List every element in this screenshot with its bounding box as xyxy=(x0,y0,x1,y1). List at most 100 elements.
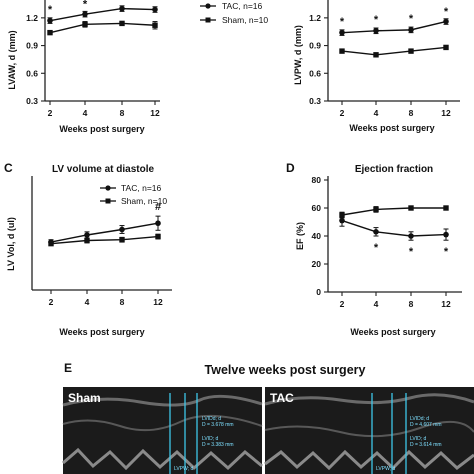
echo-meas-tac-5: LVPW; d xyxy=(376,466,395,472)
series-line-sham xyxy=(341,46,447,56)
x-tick-label: 12 xyxy=(153,297,163,307)
data-point-tac xyxy=(119,5,125,12)
y-tick-label: 0.6 xyxy=(26,68,38,78)
series-line-tac xyxy=(341,20,447,34)
data-point-tac xyxy=(47,17,53,24)
echo-meas-tac-4: D = 3.614 mm xyxy=(410,442,442,448)
panel-c-xlabel: Weeks post surgery xyxy=(59,327,144,337)
significance-marker: * xyxy=(120,0,125,5)
data-point-sham xyxy=(84,237,90,244)
x-tick-label: 8 xyxy=(120,108,125,118)
x-tick-label: 4 xyxy=(85,297,90,307)
y-tick-label: 0.9 xyxy=(309,41,321,51)
data-point-sham xyxy=(82,21,88,28)
panel-b-ylabel: LVPW, d (mm) xyxy=(293,25,303,85)
data-point-sham xyxy=(373,206,379,213)
panel-c-ylabel: LV Vol, d (ul) xyxy=(6,217,16,271)
data-point-tac xyxy=(119,226,125,233)
legend-top-label-sham: Sham, n=10 xyxy=(222,15,268,25)
data-point-sham xyxy=(119,20,125,27)
panel-b-xlabel: Weeks post surgery xyxy=(349,123,434,133)
significance-marker: * xyxy=(340,16,345,28)
echo-meas-tac-1: LVIDd; d xyxy=(410,416,429,422)
echo-label-tac: TAC xyxy=(270,391,294,405)
panel-a-ylabel: LVAW, d (mm) xyxy=(7,30,17,89)
data-point-tac xyxy=(339,217,345,224)
data-point-sham xyxy=(408,205,414,211)
data-point-sham xyxy=(443,44,449,51)
y-tick-label: 40 xyxy=(312,231,322,241)
data-point-tac xyxy=(408,27,414,33)
y-tick-label: 0.6 xyxy=(309,68,321,78)
panel-e-title: Twelve weeks post surgery xyxy=(205,363,366,377)
data-point-tac xyxy=(82,11,88,17)
x-tick-label: 2 xyxy=(48,108,53,118)
y-tick-label: 1.2 xyxy=(26,13,38,23)
significance-marker: * xyxy=(444,6,449,18)
x-tick-label: 12 xyxy=(441,108,451,118)
x-tick-label: 2 xyxy=(340,299,345,309)
data-point-tac xyxy=(408,233,414,239)
data-point-tac xyxy=(84,232,90,238)
data-point-tac xyxy=(443,231,449,238)
legend-top: TAC, n=16 Sham, n=10 xyxy=(200,1,268,25)
panel-c: C LV volume at diastole LV Vol, d (ul) W… xyxy=(4,161,172,337)
data-point-sham xyxy=(48,240,54,247)
panel-d-ylabel: EF (%) xyxy=(295,222,305,250)
data-point-sham xyxy=(339,212,345,218)
y-tick-label: 0.3 xyxy=(309,96,321,106)
significance-marker: * xyxy=(374,242,379,254)
x-tick-label: 8 xyxy=(409,299,414,309)
significance-marker: * xyxy=(48,4,53,16)
x-tick-label: 12 xyxy=(150,108,160,118)
significance-marker: * xyxy=(409,246,414,258)
legend-top-marker-tac xyxy=(205,3,211,9)
y-tick-label: 1.2 xyxy=(309,13,321,23)
y-tick-label: 0.3 xyxy=(26,96,38,106)
data-point-tac xyxy=(443,18,449,25)
y-tick-label: 0.9 xyxy=(26,41,38,51)
data-point-sham xyxy=(47,29,53,36)
legend-c-marker-tac xyxy=(105,185,111,191)
echo-meas-sham-2: D = 3.678 mm xyxy=(202,422,234,428)
significance-marker: * xyxy=(153,0,158,6)
echo-label-sham: Sham xyxy=(68,391,101,405)
echo-meas-sham-3: LVID; d xyxy=(202,436,219,442)
panel-d-title: Ejection fraction xyxy=(355,164,433,175)
echo-meas-tac-3: LVID; d xyxy=(410,436,427,442)
data-point-sham xyxy=(443,205,449,211)
significance-marker: * xyxy=(83,0,88,10)
significance-marker: # xyxy=(155,201,161,213)
data-point-sham xyxy=(373,52,379,58)
panel-b: LVPW, d (mm) Weeks post surgery 0.3 0.6 0.… xyxy=(293,0,460,133)
series-line-sham xyxy=(49,22,156,34)
series-line-sham xyxy=(50,235,159,245)
x-tick-label: 4 xyxy=(374,299,379,309)
y-tick-label: 0 xyxy=(316,287,321,297)
y-tick-label: 20 xyxy=(312,259,322,269)
data-point-tac xyxy=(339,29,345,36)
data-point-sham xyxy=(155,233,161,240)
significance-marker: * xyxy=(374,14,379,26)
data-point-tac xyxy=(373,229,379,235)
panel-e: E Twelve weeks post surgery Sham LVIDd; … xyxy=(62,361,474,474)
data-point-tac xyxy=(155,220,161,227)
echo-meas-tac-2: D = 4.607 mm xyxy=(410,422,442,428)
panel-a: LVAW, d (mm) Weeks post surgery 0.3 0.6 0.… xyxy=(7,0,160,134)
panel-d: D Ejection fraction EF (%) Weeks post su… xyxy=(286,161,462,337)
data-point-tac xyxy=(152,6,158,13)
data-point-sham xyxy=(119,237,125,243)
legend-c-marker-sham xyxy=(105,198,111,204)
significance-marker: * xyxy=(444,246,449,258)
data-point-sham xyxy=(339,48,345,54)
echo-image-tac: TAC LVIDd; d D = 4.607 mm LVID; d D = 3.… xyxy=(264,387,474,474)
legend-top-marker-sham xyxy=(205,17,211,23)
legend-c-label-tac: TAC, n=16 xyxy=(121,183,162,193)
series-line-tac xyxy=(50,222,159,243)
panel-c-label: C xyxy=(4,161,13,175)
data-point-tac xyxy=(373,27,379,34)
data-point-sham xyxy=(408,48,414,54)
panel-d-xlabel: Weeks post surgery xyxy=(350,327,435,337)
x-tick-label: 8 xyxy=(409,108,414,118)
